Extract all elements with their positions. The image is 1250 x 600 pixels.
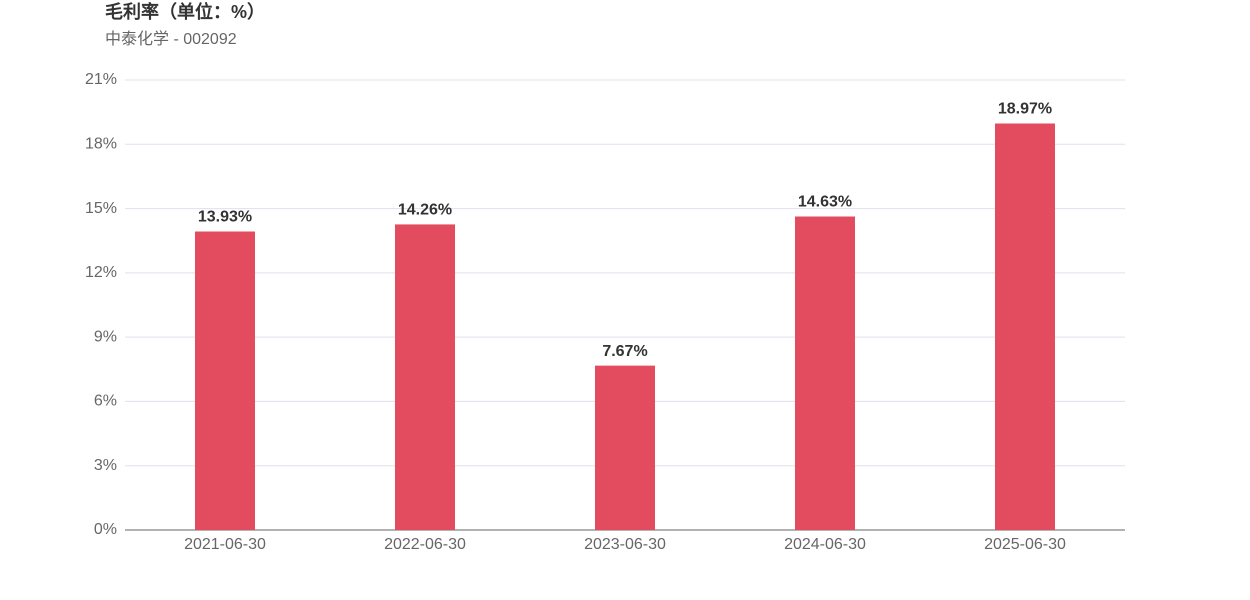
value-label: 14.63% [798,194,852,211]
bar [195,231,255,530]
y-tick-label: 9% [94,328,117,345]
bar [995,123,1055,530]
value-label: 7.67% [602,343,647,360]
x-tick-label: 2025-06-30 [984,536,1066,553]
chart-title: 毛利率（单位：%） [105,1,265,22]
x-tick-label: 2022-06-30 [384,536,466,553]
y-tick-label: 18% [85,136,117,153]
value-label: 13.93% [198,209,252,226]
bar [795,216,855,530]
bar [395,224,455,530]
value-label: 14.26% [398,202,452,219]
bar [595,365,655,530]
value-label: 18.97% [998,101,1052,118]
y-tick-label: 15% [85,200,117,217]
y-tick-label: 0% [94,521,117,538]
y-tick-label: 6% [94,393,117,410]
x-tick-label: 2023-06-30 [584,536,666,553]
chart-subtitle: 中泰化学 - 002092 [105,30,237,48]
y-tick-label: 12% [85,264,117,281]
x-tick-label: 2021-06-30 [184,536,266,553]
y-tick-label: 21% [85,71,117,88]
y-tick-label: 3% [94,457,117,474]
x-tick-label: 2024-06-30 [784,536,866,553]
